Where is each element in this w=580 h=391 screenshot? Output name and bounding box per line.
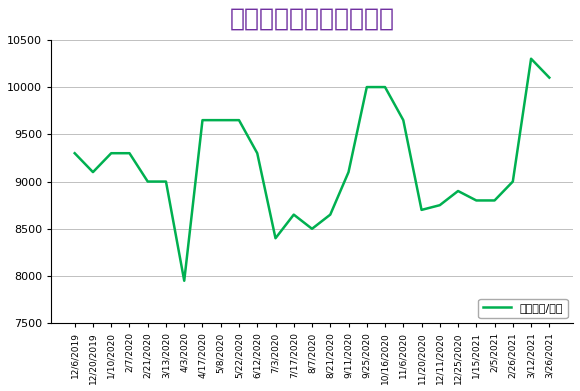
价格（元/吨） xyxy=(218,118,224,122)
价格（元/吨） xyxy=(290,212,297,217)
价格（元/吨） xyxy=(181,278,188,283)
价格（元/吨） xyxy=(436,203,443,208)
价格（元/吨） xyxy=(162,179,169,184)
价格（元/吨） xyxy=(363,85,370,90)
价格（元/吨） xyxy=(418,208,425,212)
价格（元/吨） xyxy=(144,179,151,184)
价格（元/吨） xyxy=(126,151,133,156)
价格（元/吨） xyxy=(327,212,333,217)
价格（元/吨） xyxy=(71,151,78,156)
价格（元/吨） xyxy=(473,198,480,203)
价格（元/吨） xyxy=(491,198,498,203)
Line: 价格（元/吨）: 价格（元/吨） xyxy=(75,59,549,281)
Title: 二乙醇胺市场价格走势图: 二乙醇胺市场价格走势图 xyxy=(230,7,394,31)
价格（元/吨） xyxy=(254,151,261,156)
价格（元/吨） xyxy=(509,179,516,184)
价格（元/吨） xyxy=(235,118,242,122)
价格（元/吨） xyxy=(108,151,115,156)
价格（元/吨） xyxy=(455,189,462,194)
价格（元/吨） xyxy=(400,118,407,122)
价格（元/吨） xyxy=(89,170,96,174)
价格（元/吨） xyxy=(199,118,206,122)
价格（元/吨） xyxy=(345,170,352,174)
价格（元/吨） xyxy=(272,236,279,240)
价格（元/吨） xyxy=(546,75,553,80)
价格（元/吨） xyxy=(528,56,535,61)
Legend: 价格（元/吨）: 价格（元/吨） xyxy=(478,299,567,318)
价格（元/吨） xyxy=(309,226,316,231)
价格（元/吨） xyxy=(382,85,389,90)
